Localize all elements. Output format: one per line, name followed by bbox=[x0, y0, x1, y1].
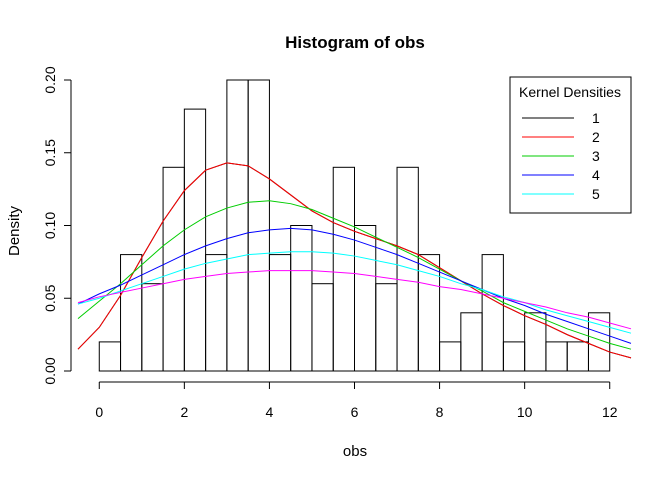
histogram-bar-20 bbox=[524, 312, 547, 372]
histogram-bar-5 bbox=[205, 254, 228, 372]
histogram-bar-21 bbox=[545, 341, 568, 372]
x-tick-label-0: 0 bbox=[95, 404, 103, 420]
legend-label-1: 1 bbox=[592, 110, 600, 126]
histogram-bar-10 bbox=[311, 283, 334, 372]
x-tick-label-12: 12 bbox=[602, 404, 618, 420]
x-axis: 0 2 4 6 8 10 12 bbox=[95, 381, 618, 420]
density-curve-5 bbox=[77, 251, 632, 334]
histogram-bar-12 bbox=[354, 225, 377, 372]
legend-label-2: 2 bbox=[592, 129, 600, 145]
density-curve-3 bbox=[77, 200, 632, 350]
histogram-bar-1 bbox=[120, 254, 143, 372]
histogram-bar-11 bbox=[332, 166, 356, 372]
histogram-bar-6 bbox=[226, 79, 249, 372]
histogram-bar-7 bbox=[247, 79, 270, 372]
legend-label-3: 3 bbox=[592, 148, 600, 164]
histogram-bar-16 bbox=[439, 341, 462, 372]
legend: Kernel Densities 1 2 3 4 5 bbox=[509, 76, 632, 214]
x-tick-label-4: 4 bbox=[266, 404, 274, 420]
x-axis-label: obs bbox=[343, 443, 367, 460]
histogram-bar-9 bbox=[290, 225, 313, 372]
legend-box bbox=[509, 76, 632, 214]
histogram-bar-18 bbox=[481, 254, 504, 372]
legend-title: Kernel Densities bbox=[519, 84, 621, 100]
histogram-bar-3 bbox=[162, 166, 185, 372]
legend-label-5: 5 bbox=[592, 186, 600, 202]
y-tick-label-1: 0.05 bbox=[42, 284, 58, 311]
density-curve-2 bbox=[77, 162, 632, 359]
x-tick-label-10: 10 bbox=[517, 404, 533, 420]
y-tick-label-2: 0.10 bbox=[42, 212, 58, 239]
histogram-bar-4 bbox=[183, 108, 207, 372]
legend-label-4: 4 bbox=[592, 167, 600, 183]
histogram-bar-23 bbox=[587, 312, 611, 372]
y-axis: 0.00 0.05 0.10 0.15 0.20 bbox=[42, 66, 72, 385]
histogram-bar-8 bbox=[268, 254, 292, 372]
y-tick-label-3: 0.15 bbox=[42, 139, 58, 166]
histogram-bar-15 bbox=[417, 254, 441, 372]
x-tick-label-8: 8 bbox=[436, 404, 444, 420]
histogram-bars bbox=[98, 79, 611, 372]
histogram-bar-2 bbox=[141, 283, 164, 372]
histogram-bar-0 bbox=[98, 341, 122, 372]
y-axis-label: Density bbox=[6, 205, 23, 256]
legend-items: 1 2 3 4 5 bbox=[522, 110, 600, 202]
chart-title: Histogram of obs bbox=[285, 33, 425, 52]
histogram-bar-19 bbox=[502, 341, 526, 372]
x-tick-label-2: 2 bbox=[180, 404, 188, 420]
histogram-bar-22 bbox=[566, 341, 589, 372]
histogram-bar-13 bbox=[375, 283, 398, 372]
y-tick-label-4: 0.20 bbox=[42, 66, 58, 93]
x-tick-label-6: 6 bbox=[351, 404, 359, 420]
density-curve-extra-5 bbox=[77, 270, 632, 330]
y-tick-label-0: 0.00 bbox=[42, 357, 58, 384]
density-curves bbox=[77, 162, 632, 359]
histogram-bar-14 bbox=[396, 166, 419, 372]
histogram-bar-17 bbox=[460, 312, 483, 372]
density-curve-4 bbox=[77, 227, 632, 344]
